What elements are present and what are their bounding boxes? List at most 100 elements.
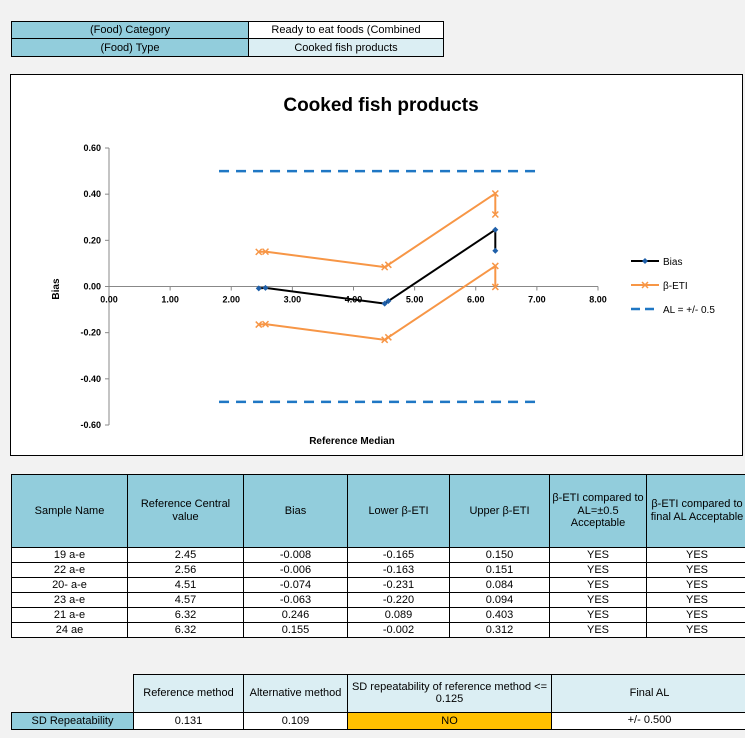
alternative-method-value: 0.109	[243, 711, 348, 731]
sample-name: 22 a-e	[11, 562, 128, 578]
lower-eti-value: -0.163	[347, 562, 450, 578]
reference-central-value: 6.32	[127, 607, 244, 623]
eti-vs-final-al-value: YES	[646, 562, 745, 578]
bias-value: -0.063	[243, 592, 348, 608]
y-tick-label: -0.20	[80, 328, 101, 338]
bias-point	[492, 226, 499, 233]
eti-point	[384, 333, 392, 341]
series-line-1	[258, 191, 497, 269]
sd-check-value: NO	[347, 711, 552, 731]
category-label: (Food) Category	[12, 22, 249, 39]
eti-vs-al-value: YES	[549, 547, 647, 563]
header-bias: Bias	[243, 474, 348, 548]
eti-point	[255, 321, 263, 329]
bias-point	[255, 285, 262, 292]
reference-central-value: 6.32	[127, 622, 244, 638]
table-header-row: Sample Name Reference Central value Bias…	[11, 474, 745, 548]
bias-point	[385, 298, 392, 305]
eti-point	[381, 336, 389, 344]
y-tick-label: -0.40	[80, 374, 101, 384]
repeatability-value-row: SD Repeatability 0.131 0.109 NO	[11, 711, 745, 731]
table-row: 21 a-e 6.32 0.246 0.089 0.403 YES YES	[11, 607, 745, 623]
eti-vs-al-value: YES	[549, 577, 647, 593]
table-row: 22 a-e 2.56 -0.006 -0.163 0.151 YES YES	[11, 562, 745, 578]
header-reference-method: Reference method	[133, 674, 244, 713]
x-tick-label: 8.00	[589, 295, 607, 305]
lower-eti-value: -0.220	[347, 592, 450, 608]
reference-central-value: 2.45	[127, 547, 244, 563]
type-value: Cooked fish products	[249, 39, 443, 56]
y-tick-label: 0.40	[83, 189, 101, 199]
eti-vs-final-al-value: YES	[646, 607, 745, 623]
bias-results-table: Sample Name Reference Central value Bias…	[11, 474, 745, 638]
type-label: (Food) Type	[12, 39, 249, 56]
final-al-cell: Final AL +/- 0.500	[551, 674, 745, 730]
sample-name: 24 ae	[11, 622, 128, 638]
legend-label: Bias	[663, 257, 682, 268]
upper-eti-value: 0.151	[449, 562, 550, 578]
lower-eti-value: -0.165	[347, 547, 450, 563]
chart-title: Cooked fish products	[283, 95, 478, 116]
eti-point	[491, 283, 499, 291]
final-al-value: +/- 0.500	[552, 712, 745, 729]
y-tick-label: -0.60	[80, 420, 101, 430]
y-tick-label: 0.00	[83, 282, 101, 292]
upper-eti-value: 0.084	[449, 577, 550, 593]
chart-area: Cooked fish products Reference Median Bi…	[10, 74, 743, 456]
eti-point	[384, 261, 392, 269]
sample-name: 23 a-e	[11, 592, 128, 608]
x-tick-label: 1.00	[161, 295, 179, 305]
y-tick-label: 0.20	[83, 235, 101, 245]
header-alternative-method: Alternative method	[243, 674, 348, 713]
bias-chart: Cooked fish products Reference Median Bi…	[51, 95, 715, 447]
eti-vs-final-al-value: YES	[646, 592, 745, 608]
table-row: 19 a-e 2.45 -0.008 -0.165 0.150 YES YES	[11, 547, 745, 563]
eti-point	[491, 189, 499, 198]
sample-name: 20- a-e	[11, 577, 128, 593]
header-lower-eti: Lower β-ETI	[347, 474, 450, 548]
upper-eti-value: 0.312	[449, 622, 550, 638]
x-tick-label: 2.00	[222, 295, 240, 305]
eti-vs-al-value: YES	[549, 622, 647, 638]
bias-point	[262, 284, 269, 291]
eti-point	[381, 263, 389, 271]
x-axis-label: Reference Median	[309, 436, 395, 447]
bias-value: -0.008	[243, 547, 348, 563]
x-tick-label: 3.00	[284, 295, 302, 305]
header-sd-check: SD repeatability of reference method <= …	[347, 674, 552, 713]
x-tick-label: 5.00	[406, 295, 424, 305]
category-value: Ready to eat foods (Combined	[249, 22, 443, 39]
eti-point	[261, 320, 270, 328]
table-row: 23 a-e 4.57 -0.063 -0.220 0.094 YES YES	[11, 592, 745, 608]
eti-vs-al-value: YES	[549, 607, 647, 623]
header-eti-vs-final-al: β-ETI compared to final AL Acceptable	[646, 474, 745, 548]
header-eti-vs-al: β-ETI compared to AL=±0.5 Acceptable	[549, 474, 647, 548]
sample-name: 19 a-e	[11, 547, 128, 563]
upper-eti-value: 0.150	[449, 547, 550, 563]
empty-corner	[12, 675, 134, 713]
eti-point	[491, 210, 499, 219]
repeatability-table: Reference method Alternative method SD r…	[11, 674, 745, 731]
final-al-header: Final AL	[552, 676, 745, 713]
lower-eti-value: 0.089	[347, 607, 450, 623]
x-tick-label: 7.00	[528, 295, 546, 305]
header-reference-central-value: Reference Central value	[127, 474, 244, 548]
reference-central-value: 4.57	[127, 592, 244, 608]
reference-central-value: 4.51	[127, 577, 244, 593]
eti-vs-final-al-value: YES	[646, 622, 745, 638]
row-label-sd-repeatability: SD Repeatability	[11, 711, 134, 731]
legend-label: AL = +/- 0.5	[663, 305, 715, 316]
y-axis-label: Bias	[51, 278, 62, 300]
bias-value: 0.155	[243, 622, 348, 638]
legend-label: β-ETI	[663, 281, 688, 292]
lower-eti-value: -0.002	[347, 622, 450, 638]
upper-eti-value: 0.403	[449, 607, 550, 623]
eti-point	[261, 248, 270, 256]
bias-value: -0.006	[243, 562, 348, 578]
table-row: 20- a-e 4.51 -0.074 -0.231 0.084 YES YES	[11, 577, 745, 593]
header-sample-name: Sample Name	[11, 474, 128, 548]
table-row: 24 ae 6.32 0.155 -0.002 0.312 YES YES	[11, 622, 745, 638]
y-tick-label: 0.60	[83, 143, 101, 153]
eti-point	[491, 262, 499, 270]
header-upper-eti: Upper β-ETI	[449, 474, 550, 548]
